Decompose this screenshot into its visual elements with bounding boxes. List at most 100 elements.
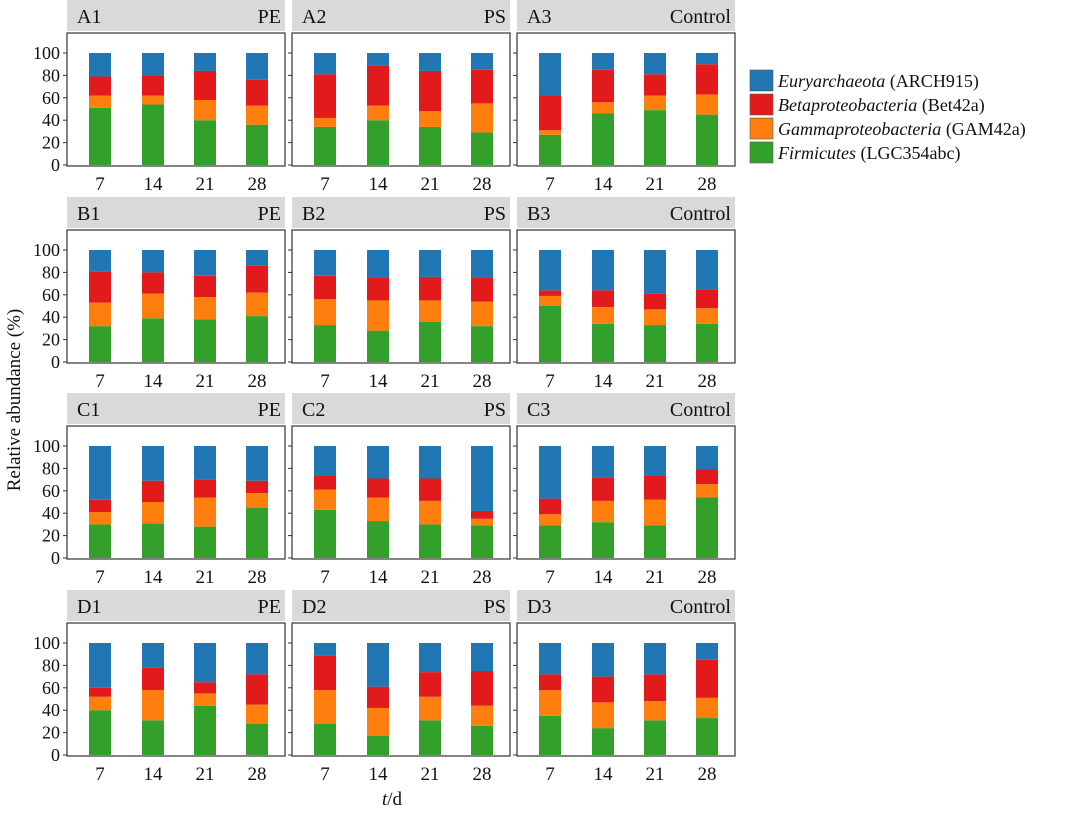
bar-segment-E-28 [246,53,268,80]
panel-D3: D3 Control 7 14 21 28 [513,590,736,785]
bar-segment-G-7 [89,95,111,108]
plot-frame [291,622,511,757]
bar-segment-F-21 [194,120,216,165]
bar-segment-E-14 [592,250,614,291]
panel-id: B1 [77,203,100,225]
panel-treatment-label: PS [484,399,506,421]
x-tick-label: 14 [369,174,389,195]
bar-segment-B-28 [471,69,493,104]
panel-header-strip [67,0,285,31]
bar-segment-F-7 [314,126,336,165]
panel-header-strip [292,197,510,228]
bar-segment-B-28 [471,671,493,706]
legend-swatch [749,141,774,164]
x-tick-label: 14 [369,764,389,785]
bar-segment-F-14 [142,720,164,755]
x-tick-label: 7 [95,764,105,785]
x-tick-label: 28 [473,567,492,588]
bar-segment-B-28 [696,64,718,95]
bar-segment-E-7 [539,250,561,291]
bar-segment-E-28 [696,250,718,290]
bar-segment-E-14 [367,53,389,66]
bar-segment-B-28 [471,278,493,302]
bar-segment-E-14 [142,643,164,668]
bar-segment-G-21 [419,696,441,721]
bar-segment-B-28 [246,265,268,293]
bar-segment-G-28 [246,292,268,317]
x-tick-label: 7 [545,764,555,785]
bar-segment-F-7 [314,325,336,362]
plot-frame [291,32,511,167]
bar-segment-B-14 [367,65,389,106]
panel-header-strip [292,393,510,424]
x-tick-label: 7 [545,174,555,195]
legend-taxon: Euryarchaeota [777,71,885,91]
bar-segment-F-28 [696,323,718,362]
bar-segment-E-21 [194,446,216,480]
panel-header-strip [67,393,285,424]
x-tick-label: 7 [95,567,105,588]
bar-segment-F-28 [471,326,493,362]
bar-segment-B-21 [419,672,441,697]
y-tick-label: 40 [42,700,60,720]
x-tick-label: 21 [421,174,440,195]
panel-treatment-label: PS [484,596,506,618]
bar-segment-E-21 [419,53,441,71]
bar-segment-G-28 [696,697,718,719]
y-tick-label: 80 [42,458,60,478]
y-tick-label: 20 [42,723,60,743]
y-axis-label: Relative abundance (%) [4,309,25,492]
bar-segment-F-21 [419,720,441,755]
legend-probe: (ARCH915) [885,71,979,92]
bar-segment-F-14 [367,521,389,558]
y-tick-label: 20 [42,330,60,350]
bar-segment-B-14 [142,75,164,96]
x-tick-label: 28 [698,371,717,392]
bar-segment-G-14 [142,293,164,319]
legend-swatch [749,93,774,116]
bar-segment-E-14 [592,53,614,70]
bar-segment-F-28 [246,723,268,755]
bar-segment-F-28 [471,725,493,755]
x-tick-label: 21 [421,371,440,392]
y-tick-label: 40 [42,110,60,130]
panel-header-strip [517,590,735,621]
bar-segment-G-28 [246,105,268,125]
plot-frame [66,425,286,560]
plot-frame [66,32,286,167]
x-tick-label: 28 [248,174,267,195]
bar-segment-B-21 [644,293,666,310]
bar-segment-F-28 [696,718,718,755]
bar-segment-B-21 [644,74,666,96]
bar-segment-E-21 [419,643,441,673]
bar-segment-G-7 [314,117,336,127]
bar-segment-G-21 [194,100,216,121]
bar-segment-E-28 [246,250,268,266]
panel-id: B3 [527,203,550,225]
bar-segment-E-21 [419,250,441,277]
x-tick-label: 7 [95,371,105,392]
x-tick-label: 7 [320,567,330,588]
panel-id: D3 [527,596,551,618]
x-tick-label: 14 [594,567,614,588]
bar-segment-G-14 [367,497,389,522]
bar-segment-G-7 [314,690,336,724]
panel-header-strip [292,0,510,31]
bar-segment-B-14 [142,272,164,294]
panel-header-strip [292,590,510,621]
x-tick-label: 21 [196,567,215,588]
bar-segment-G-14 [367,707,389,736]
x-tick-label: 14 [369,567,389,588]
panel-A3: A3 Control 7 14 21 28 [513,0,736,195]
bar-segment-B-28 [246,674,268,705]
legend-item-gammaproteobacteria: Gammaproteobacteria (GAM42a) [749,117,1026,140]
panel-header-strip [517,0,735,31]
bar-segment-E-7 [89,446,111,500]
bar-segment-G-28 [471,705,493,726]
bar-segment-E-14 [142,250,164,273]
bar-segment-G-7 [539,295,561,306]
bar-segment-F-21 [644,525,666,558]
bar-segment-E-7 [89,250,111,272]
bar-segment-E-28 [471,446,493,511]
